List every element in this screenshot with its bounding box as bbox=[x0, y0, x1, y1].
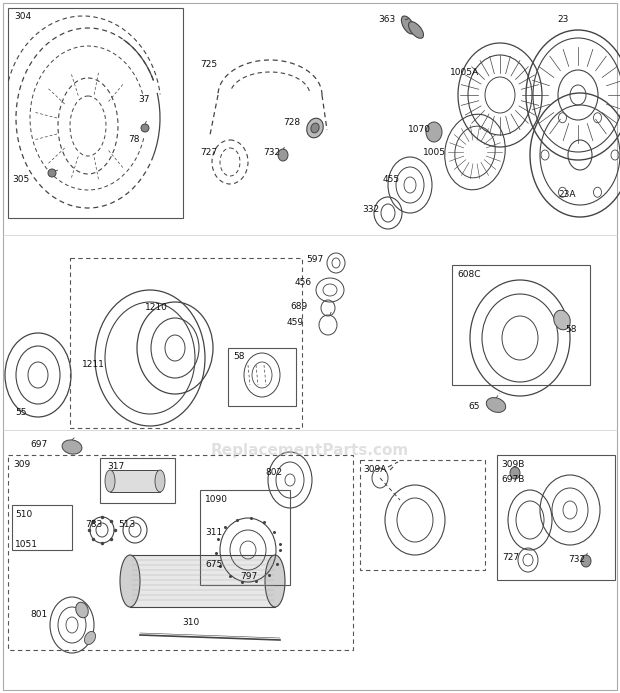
Text: 513: 513 bbox=[118, 520, 135, 529]
Bar bbox=[110, 470, 160, 492]
Ellipse shape bbox=[120, 555, 140, 607]
Ellipse shape bbox=[265, 555, 285, 607]
Text: 697B: 697B bbox=[501, 475, 525, 484]
Bar bbox=[360, 460, 485, 570]
Ellipse shape bbox=[155, 470, 165, 492]
Text: 1051: 1051 bbox=[15, 540, 38, 549]
Bar bbox=[12, 505, 72, 550]
Ellipse shape bbox=[581, 555, 591, 567]
Text: 332: 332 bbox=[362, 205, 379, 214]
Text: 309B: 309B bbox=[501, 460, 525, 469]
Text: 608C: 608C bbox=[457, 270, 480, 279]
Text: 728: 728 bbox=[283, 118, 300, 127]
Text: 363: 363 bbox=[378, 15, 396, 24]
Text: 23A: 23A bbox=[558, 190, 575, 199]
Text: 456: 456 bbox=[295, 278, 312, 287]
Ellipse shape bbox=[554, 310, 570, 330]
Text: 1070: 1070 bbox=[408, 125, 431, 134]
Bar bbox=[70, 258, 302, 428]
Text: 58: 58 bbox=[565, 325, 577, 334]
Text: 1210: 1210 bbox=[145, 303, 168, 312]
Bar bbox=[8, 8, 183, 218]
Bar bbox=[497, 455, 615, 580]
Text: 783: 783 bbox=[85, 520, 102, 529]
Text: 727: 727 bbox=[502, 553, 519, 562]
Text: ReplacementParts.com: ReplacementParts.com bbox=[211, 443, 409, 457]
Text: 310: 310 bbox=[182, 618, 199, 627]
Text: 689: 689 bbox=[290, 302, 308, 311]
Ellipse shape bbox=[84, 631, 95, 644]
Bar bbox=[8, 455, 353, 650]
Text: 725: 725 bbox=[200, 60, 217, 69]
Ellipse shape bbox=[76, 602, 88, 617]
Text: 78: 78 bbox=[128, 135, 140, 144]
Text: 732: 732 bbox=[263, 148, 280, 157]
Text: 1005: 1005 bbox=[423, 148, 446, 157]
Text: 459: 459 bbox=[287, 318, 304, 327]
Text: 455: 455 bbox=[383, 175, 400, 184]
Text: 309A: 309A bbox=[363, 465, 386, 474]
Ellipse shape bbox=[62, 440, 82, 454]
Ellipse shape bbox=[105, 470, 115, 492]
Text: 55: 55 bbox=[15, 408, 27, 417]
Ellipse shape bbox=[510, 467, 520, 479]
Text: 305: 305 bbox=[12, 175, 29, 184]
Text: 1090: 1090 bbox=[205, 495, 228, 504]
Bar bbox=[130, 555, 275, 607]
Text: 732: 732 bbox=[568, 555, 585, 564]
Text: 510: 510 bbox=[15, 510, 32, 519]
Text: 311: 311 bbox=[205, 528, 222, 537]
Text: 802: 802 bbox=[265, 468, 282, 477]
Text: 304: 304 bbox=[14, 12, 31, 21]
Text: 58: 58 bbox=[233, 352, 244, 361]
Ellipse shape bbox=[307, 119, 323, 138]
Text: 317: 317 bbox=[107, 462, 124, 471]
Text: 23: 23 bbox=[557, 15, 569, 24]
Ellipse shape bbox=[409, 21, 423, 38]
Text: 1211: 1211 bbox=[82, 360, 105, 369]
Ellipse shape bbox=[486, 398, 506, 412]
Text: 797: 797 bbox=[240, 572, 257, 581]
Text: 727: 727 bbox=[200, 148, 217, 157]
Text: 37: 37 bbox=[138, 95, 149, 104]
Text: 65: 65 bbox=[468, 402, 479, 411]
Text: 597: 597 bbox=[306, 255, 323, 264]
Text: 697: 697 bbox=[30, 440, 47, 449]
Bar bbox=[100, 458, 175, 503]
Text: 675: 675 bbox=[205, 560, 222, 569]
Ellipse shape bbox=[278, 149, 288, 161]
Ellipse shape bbox=[401, 16, 415, 34]
Ellipse shape bbox=[426, 122, 442, 142]
Ellipse shape bbox=[311, 123, 319, 133]
Ellipse shape bbox=[48, 169, 56, 177]
Bar bbox=[452, 265, 590, 385]
Bar bbox=[200, 490, 290, 585]
Text: 1005A: 1005A bbox=[450, 68, 479, 77]
Bar bbox=[228, 348, 296, 406]
Text: 309: 309 bbox=[13, 460, 30, 469]
Text: 801: 801 bbox=[30, 610, 47, 619]
Ellipse shape bbox=[141, 124, 149, 132]
